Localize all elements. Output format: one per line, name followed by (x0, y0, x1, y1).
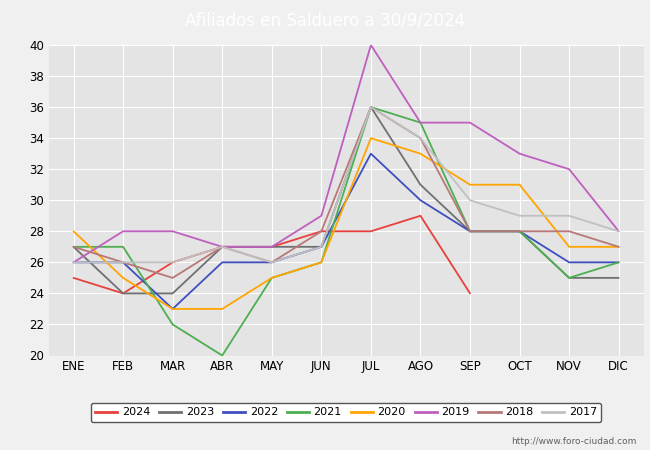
Text: Afiliados en Salduero a 30/9/2024: Afiliados en Salduero a 30/9/2024 (185, 11, 465, 29)
Text: http://www.foro-ciudad.com: http://www.foro-ciudad.com (512, 436, 637, 446)
Legend: 2024, 2023, 2022, 2021, 2020, 2019, 2018, 2017: 2024, 2023, 2022, 2021, 2020, 2019, 2018… (91, 403, 601, 422)
